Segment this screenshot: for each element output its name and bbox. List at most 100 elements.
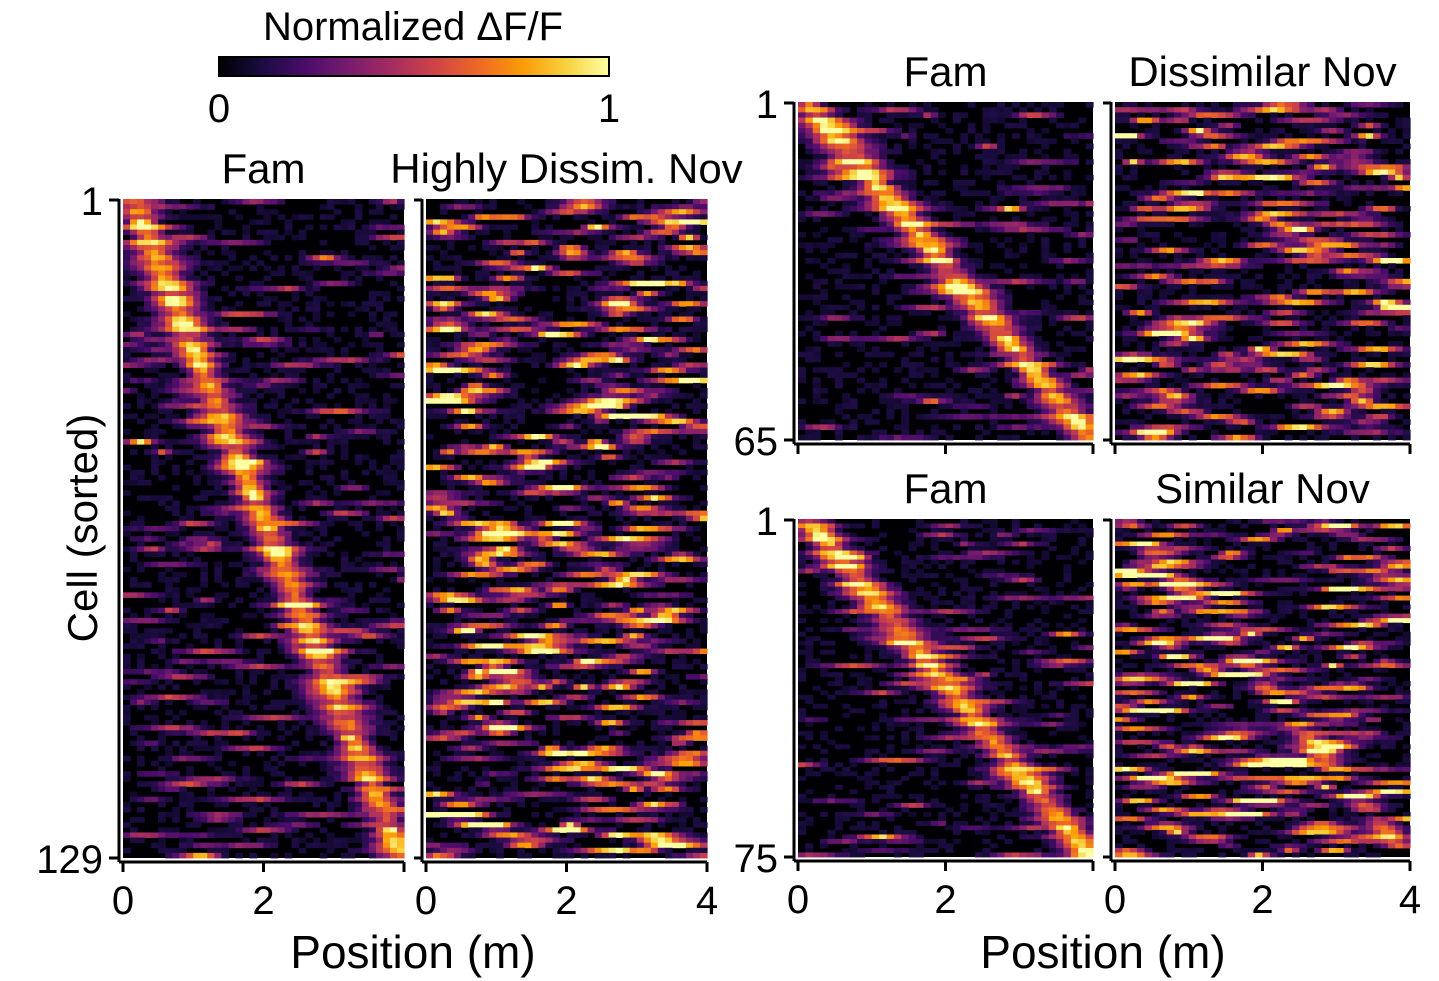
heatmap-cell (538, 408, 547, 414)
heatmap-cell (594, 408, 603, 414)
heatmap-cell (137, 260, 145, 266)
heatmap-cell (517, 541, 525, 547)
heatmap-cell (601, 546, 610, 552)
heatmap-cell (685, 229, 694, 236)
heatmap-cell (298, 551, 307, 557)
heatmap-cell (312, 280, 321, 287)
heatmap-cell (298, 234, 307, 241)
heatmap-cell (326, 408, 335, 414)
heatmap-cell (298, 684, 307, 690)
heatmap-cell (375, 827, 384, 833)
heatmap-cell (137, 699, 145, 706)
heatmap-cell (207, 316, 215, 323)
heatmap-cell (312, 623, 321, 629)
heatmap-cell (475, 224, 483, 231)
heatmap-cell (615, 531, 624, 537)
heatmap-cell (629, 296, 638, 302)
heatmap-cell (368, 209, 377, 215)
heatmap-cell (389, 454, 398, 460)
heatmap-cell (151, 536, 159, 542)
heatmap-cell (580, 393, 589, 399)
heatmap-cell (158, 403, 166, 409)
heatmap-cell (608, 546, 617, 552)
heatmap-cell (228, 745, 237, 752)
heatmap-cell (172, 531, 180, 537)
heatmap-cell (475, 536, 483, 542)
heatmap-cell (664, 362, 673, 368)
heatmap-cell (123, 510, 131, 517)
heatmap-cell (263, 418, 272, 425)
heatmap-cell (249, 571, 258, 578)
heatmap-cell (468, 301, 476, 307)
heatmap-cell (284, 653, 293, 660)
heatmap-cell (214, 597, 222, 603)
heatmap-cell (354, 725, 363, 731)
heatmap-cell (354, 459, 363, 466)
heatmap-cell (650, 393, 659, 399)
heatmap-cell (221, 454, 229, 460)
heatmap-cell (256, 229, 265, 236)
heatmap-cell (347, 633, 356, 639)
heatmap-cell (165, 199, 173, 205)
heatmap-cell (249, 776, 258, 782)
heatmap-cell (426, 377, 434, 384)
heatmap-cell (221, 474, 229, 481)
heatmap-cell (375, 714, 384, 721)
heatmap-cell (200, 612, 208, 619)
heatmap-cell (256, 209, 265, 215)
heatmap-cell (545, 209, 554, 215)
heatmap-cell (144, 536, 152, 542)
heatmap-cell (594, 372, 603, 379)
heatmap-cell (284, 827, 293, 833)
heatmap-cell (433, 321, 441, 328)
heatmap-cell (207, 648, 215, 655)
heatmap-cell (601, 239, 610, 246)
heatmap-cell (489, 372, 497, 379)
heatmap-cell (468, 479, 476, 486)
heatmap-cell (587, 444, 596, 450)
heatmap-cell (214, 413, 222, 420)
heatmap-cell (256, 776, 265, 782)
heatmap-cell (186, 602, 194, 609)
heatmap-cell (137, 255, 145, 261)
heatmap-cell (298, 342, 307, 348)
heatmap-cell (263, 525, 272, 532)
heatmap-cell (326, 326, 335, 333)
heatmap-cell (291, 709, 300, 716)
heatmap-cell (200, 740, 208, 747)
heatmap-cell (172, 510, 180, 517)
heatmap-cell (375, 408, 384, 414)
heatmap-cell (270, 551, 279, 557)
heatmap-cell (144, 428, 152, 435)
heatmap-cell (340, 617, 349, 624)
heatmap-cell (221, 362, 229, 368)
heatmap-cell (622, 280, 631, 287)
heatmap-cell (228, 776, 237, 782)
heatmap-cell (284, 791, 293, 798)
heatmap-cell (678, 495, 687, 501)
heatmap-cell (347, 607, 356, 614)
heatmap-cell (354, 587, 363, 593)
heatmap-cell (340, 663, 349, 670)
heatmap-cell (151, 607, 159, 614)
heatmap-cell (375, 852, 384, 859)
heatmap-cell (144, 290, 152, 297)
heatmap-cell (636, 393, 645, 399)
heatmap-cell (263, 791, 272, 798)
heatmap-cell (347, 566, 356, 573)
heatmap-cell (137, 219, 145, 225)
heatmap-cell (284, 326, 293, 333)
heatmap-cell (172, 500, 180, 506)
heatmap-cell (650, 204, 659, 210)
heatmap-cell (671, 377, 680, 384)
heatmap-cell (186, 229, 194, 236)
heatmap-cell (284, 551, 293, 557)
heatmap-cell (622, 229, 631, 236)
heatmap-cell (340, 469, 349, 476)
heatmap-cell (685, 362, 694, 368)
heatmap-cell (151, 439, 159, 445)
heatmap-cell (214, 342, 222, 348)
heatmap-cell (545, 469, 554, 476)
heatmap-cell (179, 301, 187, 307)
heatmap-cell (137, 275, 145, 282)
